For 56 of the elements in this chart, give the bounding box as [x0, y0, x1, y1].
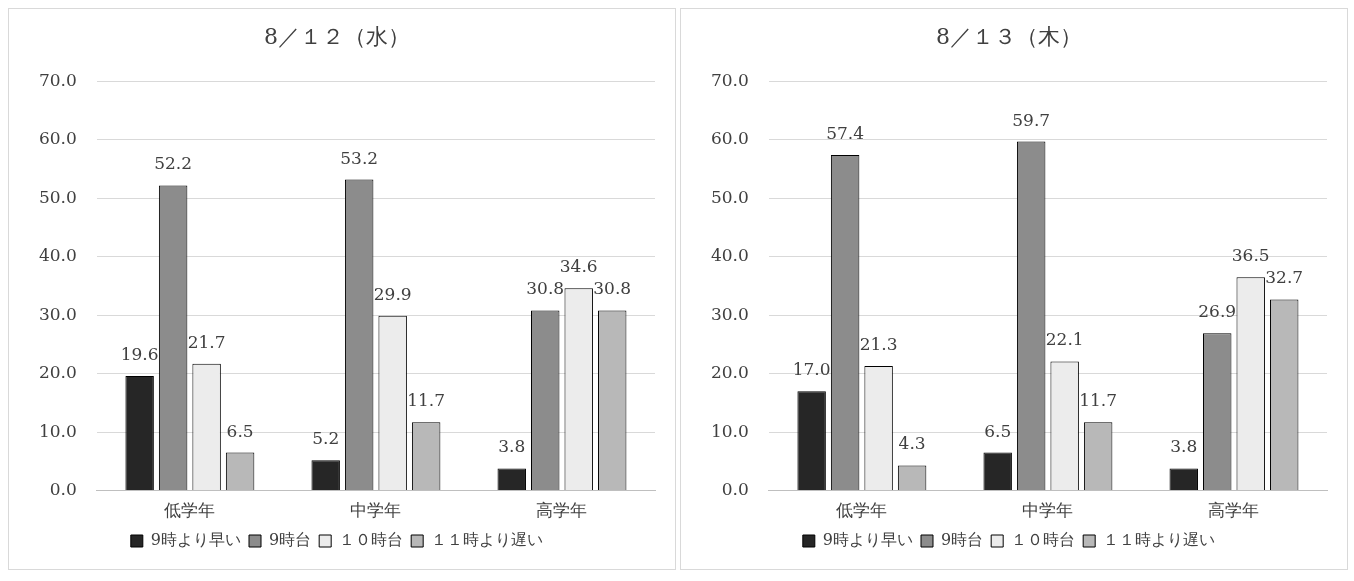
y-tick-label: 0.0: [721, 479, 749, 500]
y-tick-label: 10.0: [38, 420, 77, 441]
y-tick-label: 30.0: [710, 303, 749, 324]
x-tick-label: 中学年: [1022, 500, 1074, 521]
legend-label: １１時より遅い: [431, 530, 544, 550]
y-tick-label: 0.0: [49, 479, 77, 500]
data-label: 32.7: [1265, 267, 1304, 288]
legend-label: １０時台: [1011, 530, 1076, 550]
data-label: 6.5: [226, 420, 254, 441]
data-label: 11.7: [1079, 390, 1118, 411]
data-label: 3.8: [1170, 436, 1198, 457]
data-label: 11.7: [407, 390, 446, 411]
data-label: 34.6: [559, 256, 598, 277]
data-label: 5.2: [312, 428, 340, 449]
y-tick-label: 30.0: [38, 303, 77, 324]
legend-label: 9時台: [269, 530, 312, 550]
data-label: 30.8: [593, 278, 632, 299]
data-label: 3.8: [498, 436, 526, 457]
x-tick-label: 中学年: [350, 500, 402, 521]
data-label: 26.9: [1198, 301, 1237, 322]
data-label: 21.7: [187, 331, 226, 352]
y-tick-label: 20.0: [38, 362, 77, 383]
y-tick-label: 60.0: [710, 128, 749, 149]
y-tick-label: 10.0: [710, 420, 749, 441]
legend-label: 9時より早い: [822, 530, 914, 550]
data-label: 29.9: [373, 283, 412, 304]
y-tick-label: 40.0: [710, 245, 749, 266]
data-label: 17.0: [792, 359, 831, 380]
legend-label: 9時より早い: [150, 530, 242, 550]
data-label: 19.6: [120, 343, 159, 364]
data-label: 52.2: [154, 153, 193, 174]
legend-label: 9時台: [941, 530, 984, 550]
x-tick-label: 低学年: [836, 500, 888, 521]
y-tick-label: 70.0: [710, 69, 749, 90]
x-tick-label: 高学年: [1208, 500, 1260, 521]
y-tick-label: 70.0: [38, 69, 77, 90]
x-tick-label: 高学年: [536, 500, 588, 521]
data-label: 30.8: [526, 278, 565, 299]
data-label: 21.3: [859, 334, 898, 355]
y-tick-label: 50.0: [38, 186, 77, 207]
chart-title: 8／１２（水）: [264, 23, 410, 49]
data-label: 59.7: [1012, 109, 1051, 130]
data-label: 57.4: [826, 122, 865, 143]
y-tick-label: 50.0: [710, 186, 749, 207]
x-tick-label: 低学年: [164, 500, 216, 521]
data-label: 4.3: [898, 433, 926, 454]
data-label: 53.2: [340, 147, 379, 168]
legend-label: １０時台: [339, 530, 404, 550]
data-label: 36.5: [1231, 245, 1270, 266]
y-tick-label: 60.0: [38, 128, 77, 149]
y-tick-label: 20.0: [710, 362, 749, 383]
data-label: 22.1: [1045, 329, 1084, 350]
data-label: 6.5: [984, 420, 1012, 441]
chart-title: 8／１３（木）: [936, 23, 1082, 49]
legend-label: １１時より遅い: [1103, 530, 1216, 550]
y-tick-label: 40.0: [38, 245, 77, 266]
